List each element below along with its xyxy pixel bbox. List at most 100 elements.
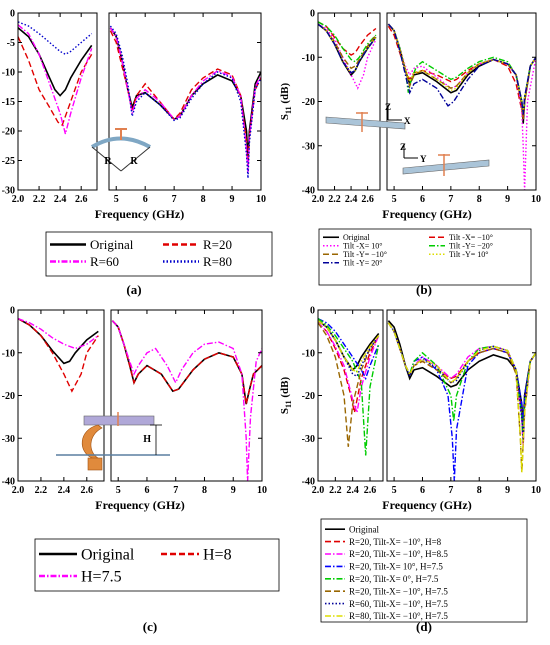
x-axis-label: Frequency (GHz): [95, 498, 184, 512]
x-tick-label: 9: [231, 485, 236, 496]
legend-label: Tilt -X= 10°: [343, 242, 382, 251]
axis-label: Y: [420, 154, 427, 164]
legend-label: R=20, Tilt-X= −10°, H=8.5: [349, 549, 448, 559]
plot-frame: [386, 309, 537, 482]
series-line-b-2-5: [387, 23, 536, 115]
legend-label: R=20, Tilt-X= 0°, H=7.5: [349, 574, 439, 584]
x-tick-label: 6: [420, 194, 425, 205]
x-tick-label: 9: [230, 194, 235, 205]
x-axis-label: Frequency (GHz): [382, 498, 471, 512]
y-tick-label: -25: [2, 156, 15, 167]
radius-label: R: [104, 156, 112, 167]
legend-a: Original R=20 R=60 R=80: [45, 231, 273, 277]
x-tick-label: 6: [143, 194, 148, 205]
series-line-d-2-7: [387, 322, 536, 473]
legend-label: R=20, Tilt-X= −10°, H=8: [349, 537, 442, 547]
legend-box: [320, 518, 528, 623]
feed-base: [87, 457, 103, 471]
x-tick-label: 2.2: [329, 485, 342, 496]
x-axis-label: Frequency (GHz): [382, 207, 471, 221]
series-line-d-2-2: [387, 322, 536, 447]
x-tick-label: 8: [477, 194, 482, 205]
x-tick-label: 2.0: [312, 194, 325, 205]
radius-label: R: [130, 156, 138, 167]
series-line-d-2-0: [387, 320, 536, 430]
y-axis-label: S11 (dB): [279, 83, 293, 121]
series-line-a-1-2: [18, 24, 93, 135]
x-tick-label: 7: [172, 194, 177, 205]
series-line-d-1-5: [318, 322, 380, 447]
y-tick-label: -40: [302, 186, 315, 197]
inset-height-diagram: H: [56, 412, 170, 471]
axis-label: Z: [385, 102, 391, 112]
height-label: H: [143, 434, 151, 445]
legend-b: Original Tilt -X= −10°Tilt -X= 10° Tilt -Y…: [318, 228, 532, 286]
x-tick-label: 8: [201, 194, 206, 205]
legend-label: Original: [349, 524, 379, 534]
legend-label: Original: [343, 233, 370, 242]
x-tick-label: 6: [420, 485, 425, 496]
x-tick-label: 5: [114, 194, 119, 205]
series-line-b-1-2: [318, 23, 377, 90]
patch-plate: [83, 415, 155, 426]
x-tick-label: 2.2: [328, 194, 341, 205]
y-tick-label: -30: [302, 434, 315, 445]
x-tick-label: 5: [392, 485, 397, 496]
y-axis-label: S11 (dB): [279, 377, 293, 415]
series-line-c-2-2: [111, 320, 262, 481]
x-tick-label: 2.0: [12, 485, 25, 496]
x-tick-label: 2.4: [58, 485, 71, 496]
x-tick-label: 10: [257, 485, 267, 496]
legend-label: R=20, Tilt-X= −10°, H=7.5: [349, 586, 448, 596]
x-tick-label: 10: [531, 194, 541, 205]
inset-tilt-diagrams: Z X Z Y: [325, 102, 490, 176]
y-tick-label: -30: [2, 434, 15, 445]
legend-label: R=20, Tilt-X= 10°, H=7.5: [349, 562, 443, 572]
legend-label: R=80: [203, 254, 232, 269]
series-line-d-1-7: [318, 320, 380, 373]
x-tick-label: 8: [202, 485, 207, 496]
legend-box: [318, 228, 532, 286]
series-line-d-1-3: [318, 317, 380, 381]
series-line-b-2-4: [387, 23, 536, 120]
x-tick-label: 2.6: [75, 194, 88, 205]
legend-label: Tilt -X= −10°: [449, 233, 493, 242]
tilted-plate-x: [325, 116, 406, 130]
y-tick-label: -10: [302, 348, 315, 359]
legend-c: Original H=8 H=7.5: [34, 538, 280, 592]
axis-label: X: [404, 116, 411, 126]
y-tick-label: -15: [2, 97, 15, 108]
x-tick-label: 8: [477, 485, 482, 496]
axis-arrows-y: [403, 144, 418, 159]
legend-d: Original R=20, Tilt-X= −10°, H=8 R=20, Til…: [320, 518, 528, 623]
radius-line: [91, 146, 122, 172]
y-tick-label: -20: [2, 127, 15, 138]
legend-label: R=60, Tilt-X= −10°, H=7.5: [349, 599, 448, 609]
series-line-a-1-1: [18, 36, 93, 127]
x-tick-label: 2.6: [361, 194, 374, 205]
panel-a: 2.0 2.2 2.4 2.6 5 6 7 8 9 10 0 -5 -10 -15 -20 -25 -30 Fre…: [2, 9, 273, 297]
legend-label: Tilt -Y= −20°: [449, 242, 493, 251]
x-tick-label: 7: [173, 485, 178, 496]
series-line-b-2-3: [387, 23, 536, 115]
x-tick-label: 2.0: [312, 485, 325, 496]
y-tick-label: -10: [2, 348, 15, 359]
series-line-a-2-3: [109, 25, 261, 179]
x-tick-label: 6: [144, 485, 149, 496]
legend-label: Tilt -Y= −10°: [343, 250, 387, 259]
x-tick-label: 10: [256, 194, 266, 205]
series-line-d-2-3: [387, 322, 536, 481]
plot-frame: [317, 309, 384, 482]
x-tick-label: 2.4: [346, 485, 359, 496]
y-tick-label: -5: [7, 38, 15, 49]
series-line-c-2-0: [111, 320, 262, 405]
y-tick-label: -40: [2, 477, 15, 488]
panel-label: (b): [416, 282, 432, 297]
plot-frame: [317, 12, 381, 191]
panel-label: (d): [416, 619, 432, 634]
x-tick-label: 7: [448, 485, 453, 496]
y-tick-label: -20: [2, 391, 15, 402]
panel-label: (c): [143, 619, 157, 634]
series-line-b-1-6: [318, 23, 377, 74]
y-tick-label: -20: [302, 97, 315, 108]
